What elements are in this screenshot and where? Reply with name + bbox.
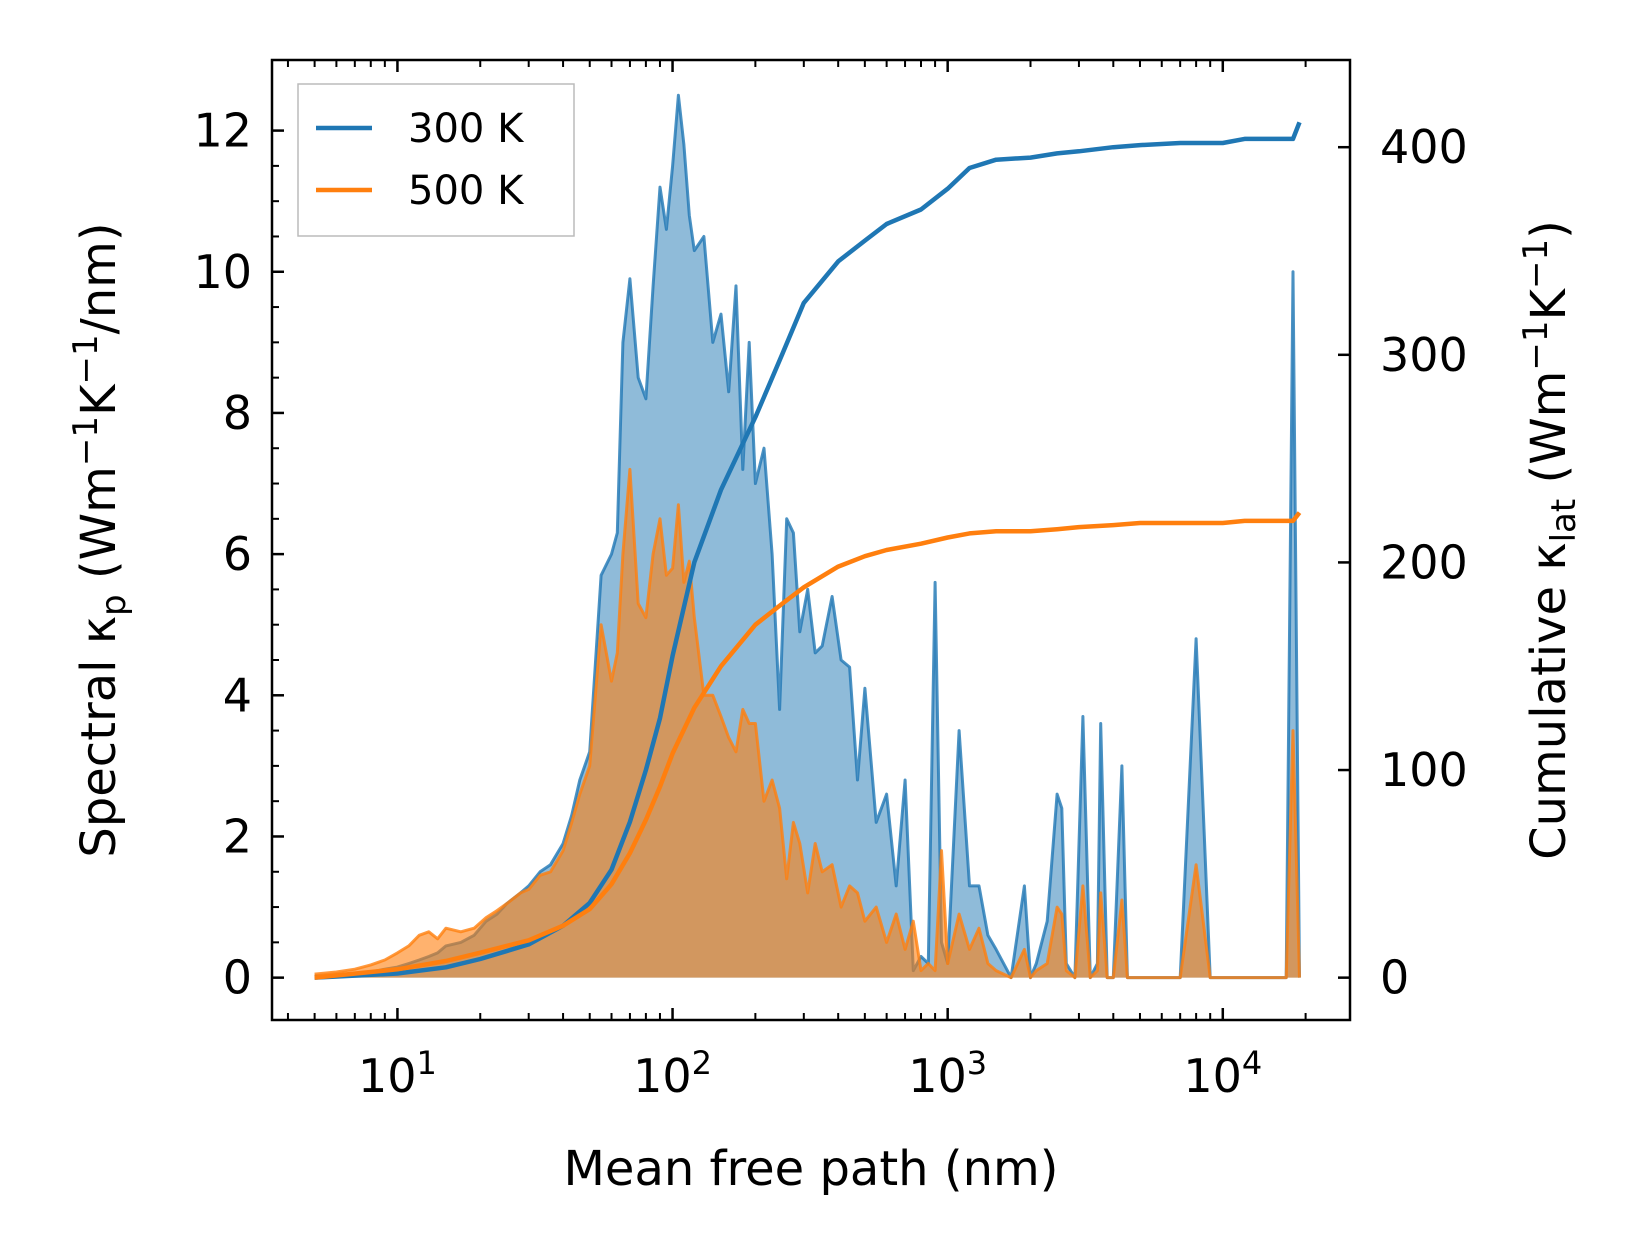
- y-right-tick-label: 0: [1380, 951, 1409, 1005]
- labels-layer: 101 102 103 104 0 2 4 6 8 10 12 0 100 200 300 400 Mean f…: [66, 104, 1584, 1197]
- x-axis-title: Mean free path (nm): [564, 1141, 1059, 1197]
- x-tick-label: 103: [908, 1044, 987, 1103]
- y-left-tick-label: 6: [223, 527, 252, 581]
- spectral-fill-layer: [314, 93, 1301, 980]
- y-left-tick-label: 4: [223, 668, 252, 722]
- y-left-tick-label: 12: [193, 104, 252, 158]
- spectral-area-500k: [314, 469, 1300, 978]
- legend-label: 500 K: [408, 168, 525, 214]
- x-tick-label: 101: [358, 1044, 437, 1103]
- line-layer: [314, 121, 1302, 980]
- spectral-line-500k: [314, 467, 1301, 980]
- spectral-line-300k: [314, 93, 1301, 980]
- cumulative-line-500k: [314, 511, 1302, 980]
- y-left-tick-label: 8: [223, 386, 252, 440]
- x-tick-label: 102: [633, 1044, 712, 1103]
- y-left-axis-title: Spectral κp (Wm−1K−1/nm): [66, 222, 134, 857]
- legend-label: 300 K: [408, 106, 525, 152]
- plot-frame: [270, 58, 1352, 1022]
- y-right-tick-label: 200: [1380, 535, 1468, 589]
- cumulative-line-300k: [314, 121, 1302, 980]
- y-left-tick-label: 10: [193, 245, 252, 299]
- y-right-tick-label: 400: [1380, 120, 1468, 174]
- legend-box: [297, 83, 575, 237]
- y-right-tick-label: 300: [1380, 328, 1468, 382]
- spectral-area-300k: [314, 95, 1300, 978]
- legend: 300 K 500 K: [297, 83, 575, 237]
- y-right-tick-label: 100: [1380, 743, 1468, 797]
- y-left-tick-label: 0: [223, 951, 252, 1005]
- axes-layer: [270, 58, 1352, 1022]
- y-right-axis-title: Cumulative κlat (Wm−1K−1): [1516, 220, 1584, 860]
- y-left-tick-label: 2: [223, 809, 252, 863]
- x-tick-label: 104: [1183, 1044, 1262, 1103]
